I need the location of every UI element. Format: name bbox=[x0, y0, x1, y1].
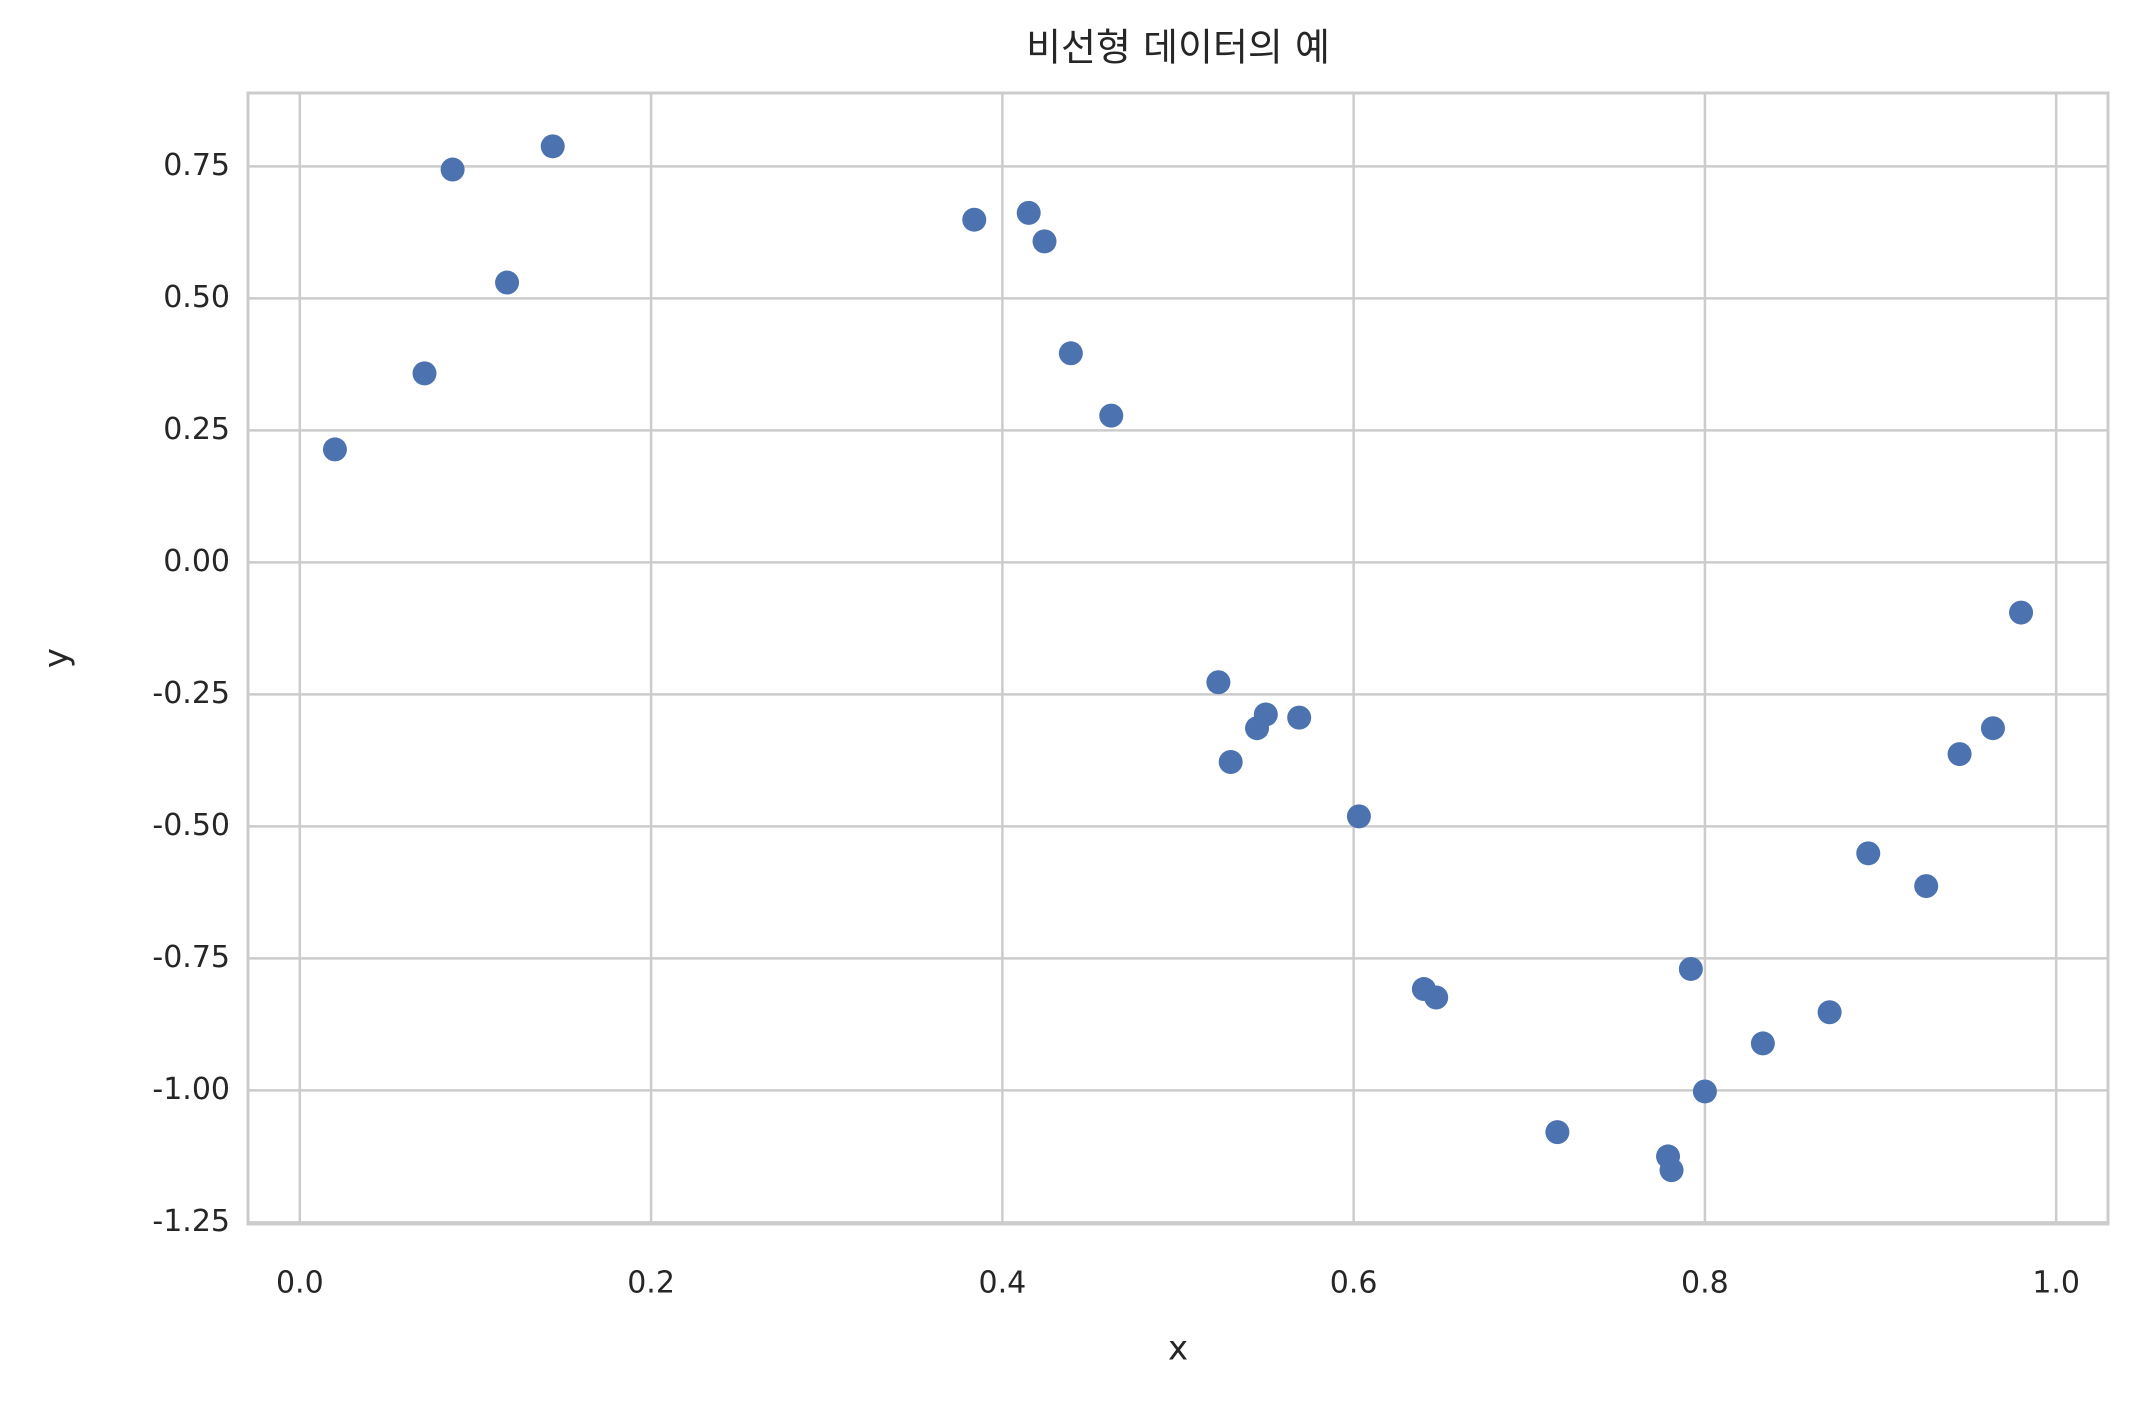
point bbox=[1817, 1000, 1842, 1025]
y-tick-label: -1.25 bbox=[152, 1204, 230, 1239]
y-tick-label: -0.50 bbox=[152, 808, 230, 843]
point bbox=[540, 134, 565, 159]
point bbox=[1980, 716, 2005, 741]
point bbox=[1914, 874, 1939, 899]
y-tick-label: 0.00 bbox=[163, 544, 230, 579]
y-tick-label: -0.75 bbox=[152, 940, 230, 975]
point bbox=[1947, 742, 1972, 767]
point bbox=[412, 361, 437, 386]
y-tick-label: 0.25 bbox=[163, 412, 230, 447]
y-tick-label: -0.25 bbox=[152, 676, 230, 711]
point bbox=[1032, 229, 1057, 254]
point bbox=[2009, 600, 2034, 625]
point bbox=[440, 157, 465, 182]
x-tick-label: 0.8 bbox=[1681, 1266, 1729, 1301]
y-tick-label: 0.50 bbox=[163, 280, 230, 315]
point bbox=[1545, 1120, 1570, 1145]
point bbox=[1856, 841, 1881, 866]
point bbox=[1424, 985, 1449, 1010]
point bbox=[1750, 1031, 1775, 1056]
point bbox=[1016, 200, 1041, 225]
point bbox=[1678, 956, 1703, 981]
point bbox=[1659, 1158, 1684, 1183]
x-tick-label: 0.4 bbox=[979, 1266, 1027, 1301]
point bbox=[1253, 702, 1278, 727]
point bbox=[1692, 1079, 1717, 1104]
x-tick-label: 0.0 bbox=[276, 1266, 324, 1301]
point bbox=[1218, 749, 1243, 774]
plot-frame bbox=[246, 91, 2110, 1226]
point bbox=[1058, 341, 1083, 366]
x-axis-label: x bbox=[1168, 1329, 1188, 1369]
point bbox=[322, 437, 347, 462]
y-tick-label: -1.00 bbox=[152, 1072, 230, 1107]
point bbox=[1287, 705, 1312, 730]
y-axis-label: y bbox=[37, 648, 77, 668]
x-tick-label: 0.2 bbox=[627, 1266, 675, 1301]
point bbox=[1099, 403, 1124, 428]
point bbox=[1206, 670, 1231, 695]
point bbox=[1346, 804, 1371, 829]
point bbox=[495, 270, 520, 295]
x-tick-label: 1.0 bbox=[2032, 1266, 2080, 1301]
point bbox=[962, 207, 987, 232]
x-tick-label: 0.6 bbox=[1330, 1266, 1378, 1301]
y-tick-label: 0.75 bbox=[163, 148, 230, 183]
chart-title: 비선형 데이터의 예 bbox=[1026, 26, 1330, 70]
